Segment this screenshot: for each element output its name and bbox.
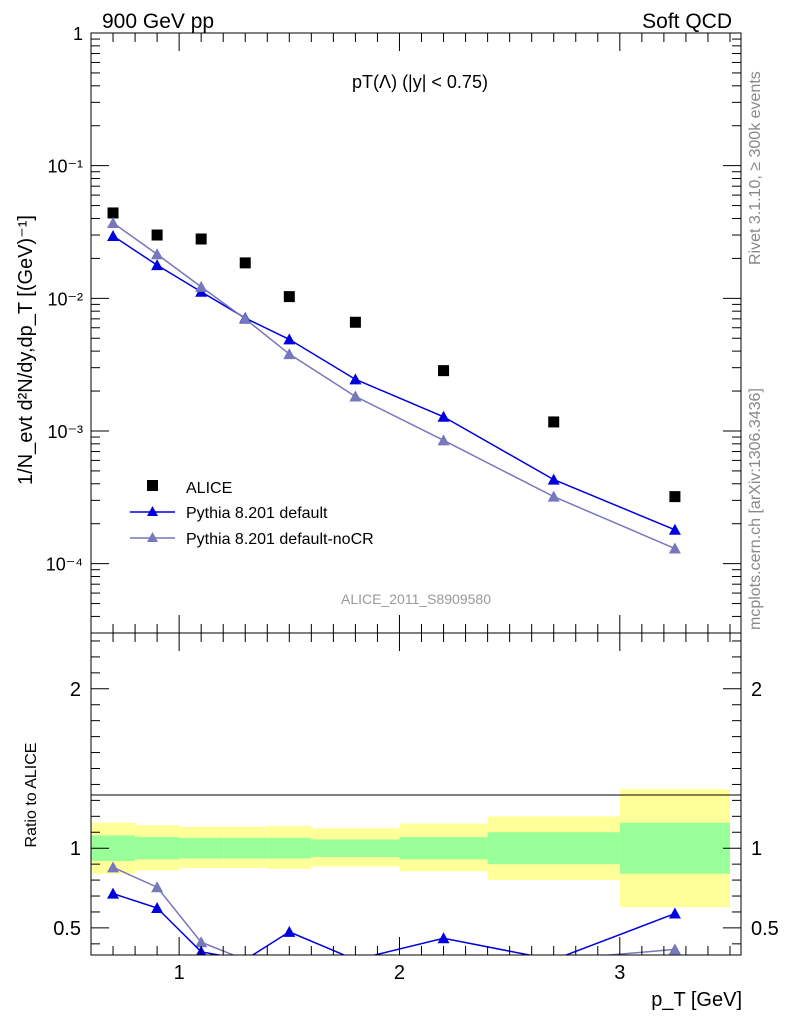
main-point-square xyxy=(151,229,163,241)
ratio-bands xyxy=(91,789,730,908)
ratio-ticks: 0.5 0.5 1 1 2 2 1 2 3 xyxy=(53,633,779,984)
main-y-tick-label: 10⁻¹ xyxy=(47,157,83,177)
main-point-square xyxy=(349,316,361,328)
main-point-triangle xyxy=(195,280,208,292)
main-y-tick-label: 10⁻³ xyxy=(47,422,83,442)
ratio-point-triangle xyxy=(668,907,681,919)
main-point-triangle xyxy=(283,348,296,360)
main-y-tick-label: 10⁻² xyxy=(47,289,83,309)
ratio-y-tick-label: 0.5 xyxy=(53,918,81,940)
plot-title: pT(Λ) (|y| < 0.75) xyxy=(352,72,488,92)
main-point-triangle xyxy=(437,434,450,446)
ratio-frame xyxy=(90,632,742,956)
ratio-point-triangle xyxy=(107,887,120,899)
main-point-triangle xyxy=(107,216,120,228)
main-point-triangle xyxy=(547,490,560,502)
legend-marker-nocr xyxy=(147,532,158,542)
main-series xyxy=(107,207,681,554)
ratio-y-tick-label-right: 2 xyxy=(751,679,762,701)
main-y-tick-label: 1 xyxy=(73,24,83,44)
main-point-triangle xyxy=(239,312,252,324)
ratio-y-tick-label-right: 1 xyxy=(751,838,762,860)
main-point-square xyxy=(107,207,119,219)
ratio-x-tick-label: 1 xyxy=(174,962,185,984)
main-point-triangle xyxy=(107,229,120,241)
main-point-triangle xyxy=(437,410,450,422)
main-point-triangle xyxy=(668,523,681,535)
main-y-axis-label: 1/N_evt d²N/dy,dp_T [(GeV)⁻¹] xyxy=(15,215,37,485)
legend-label-alice: ALICE xyxy=(186,480,232,497)
main-point-triangle xyxy=(668,542,681,554)
main-point-square xyxy=(438,365,450,377)
ratio-y-tick-label-right: 0.5 xyxy=(751,918,779,940)
header-left: 900 GeV pp xyxy=(102,10,214,33)
legend-marker-default xyxy=(147,506,158,516)
main-point-triangle xyxy=(349,390,362,402)
main-point-triangle xyxy=(283,333,296,345)
main-panel: 1 10⁻¹ 10⁻² 10⁻³ 10⁻⁴ pT(Λ) (|y| < 0.75) 1/N… xyxy=(15,24,742,634)
ratio-band-green xyxy=(267,837,312,859)
ratio-series-line-0 xyxy=(112,866,675,955)
ratio-point-triangle xyxy=(107,861,120,873)
ratio-x-tick-label: 2 xyxy=(394,962,405,984)
main-series-line-2 xyxy=(112,222,676,550)
ratio-series-line-1 xyxy=(112,892,676,955)
ratio-y-axis-label: Ratio to ALICE xyxy=(23,743,40,848)
main-point-triangle xyxy=(151,248,164,260)
ratio-point-triangle xyxy=(668,943,681,955)
ratio-band-green xyxy=(311,839,400,857)
main-y-tick-label: 10⁻⁴ xyxy=(46,555,83,575)
legend-label-default: Pythia 8.201 default xyxy=(186,505,328,522)
legend-label-nocr: Pythia 8.201 default-noCR xyxy=(186,531,374,548)
legend-marker-alice xyxy=(147,480,158,491)
ratio-band-green xyxy=(223,837,268,859)
ratio-point-triangle xyxy=(195,936,208,948)
ratio-point-triangle xyxy=(151,901,164,913)
main-point-triangle xyxy=(349,373,362,385)
ratio-y-tick-label: 1 xyxy=(70,838,81,860)
ratio-band-green xyxy=(135,837,180,860)
rivet-label: Rivet 3.1.10, ≥ 300k events xyxy=(747,71,764,265)
main-point-square xyxy=(669,491,681,503)
ratio-band-green xyxy=(179,837,224,859)
ratio-point-triangle xyxy=(283,925,296,937)
main-point-square xyxy=(548,416,560,428)
legend: ALICE Pythia 8.201 default Pythia 8.201 … xyxy=(130,480,374,548)
main-point-triangle xyxy=(151,259,164,271)
ratio-point-triangle xyxy=(151,881,164,893)
ratio-band-green xyxy=(619,822,730,874)
ratio-panel: 0.5 0.5 1 1 2 2 1 2 3 Ratio to ALICE p_T [GeV] xyxy=(23,632,779,1011)
ratio-band-green xyxy=(399,837,488,860)
mcplots-label: mcplots.cern.ch [arXiv:1306.3436] xyxy=(747,388,764,630)
ratio-y-tick-label: 2 xyxy=(70,679,81,701)
x-axis-label: p_T [GeV] xyxy=(651,989,742,1011)
header-right: Soft QCD xyxy=(642,10,732,33)
main-point-square xyxy=(195,233,207,245)
ratio-band-green xyxy=(487,832,620,865)
main-ticks: 1 10⁻¹ 10⁻² 10⁻³ 10⁻⁴ xyxy=(46,24,741,634)
main-point-square xyxy=(283,291,295,303)
ratio-point-triangle xyxy=(437,932,450,944)
main-point-triangle xyxy=(547,473,560,485)
main-point-square xyxy=(239,257,251,269)
ratio-x-tick-label: 3 xyxy=(614,962,625,984)
analysis-watermark: ALICE_2011_S8909580 xyxy=(341,591,491,607)
